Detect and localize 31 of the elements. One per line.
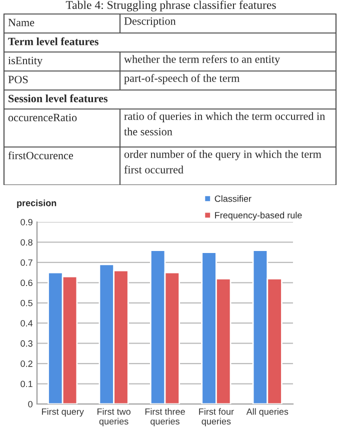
y-tick-label: 0.4 [20, 320, 33, 326]
y-tick-label: 0.6 [20, 280, 32, 286]
y-axis-title: precision [17, 200, 56, 208]
text: Session level features [8, 94, 108, 102]
y-tick-label: 0.5 [20, 300, 32, 306]
y-tick-label: 0.2 [20, 360, 32, 367]
x-tick-label: First three queries [145, 408, 185, 426]
y-tick-label: 0.7 [20, 259, 32, 266]
legend-label: Classifier [214, 195, 252, 202]
y-tick-label: 0 [28, 400, 32, 408]
text: Description [124, 17, 176, 28]
x-tick-label: All queries [246, 408, 288, 417]
legend-label: Frequency-based rule [215, 212, 302, 220]
text: POS [8, 76, 28, 84]
text: order number of the query in which the term first occurred [124, 150, 322, 174]
text: Table 4: Struggling phrase classifier features [66, 0, 276, 12]
text: Name [8, 18, 34, 26]
text: whether the term refers to an entity [124, 55, 280, 66]
text: occurenceRatio [8, 114, 77, 122]
y-tick-label: 0.1 [20, 380, 32, 388]
y-tick-label: 0.8 [20, 239, 32, 246]
y-tick-label: 0.9 [20, 218, 32, 226]
x-tick-label: First four queries [199, 408, 234, 426]
text: firstOccurence [8, 151, 74, 160]
text: Term level features [8, 37, 98, 46]
x-tick-label: First query [42, 408, 84, 417]
y-tick-label: 0.3 [20, 340, 32, 347]
text: isEntity [8, 56, 43, 67]
x-tick-label: First two queries [97, 408, 130, 426]
text: part-of-speech of the term [124, 74, 240, 84]
text: ratio of queries in which the term occurred in the session [124, 112, 325, 136]
